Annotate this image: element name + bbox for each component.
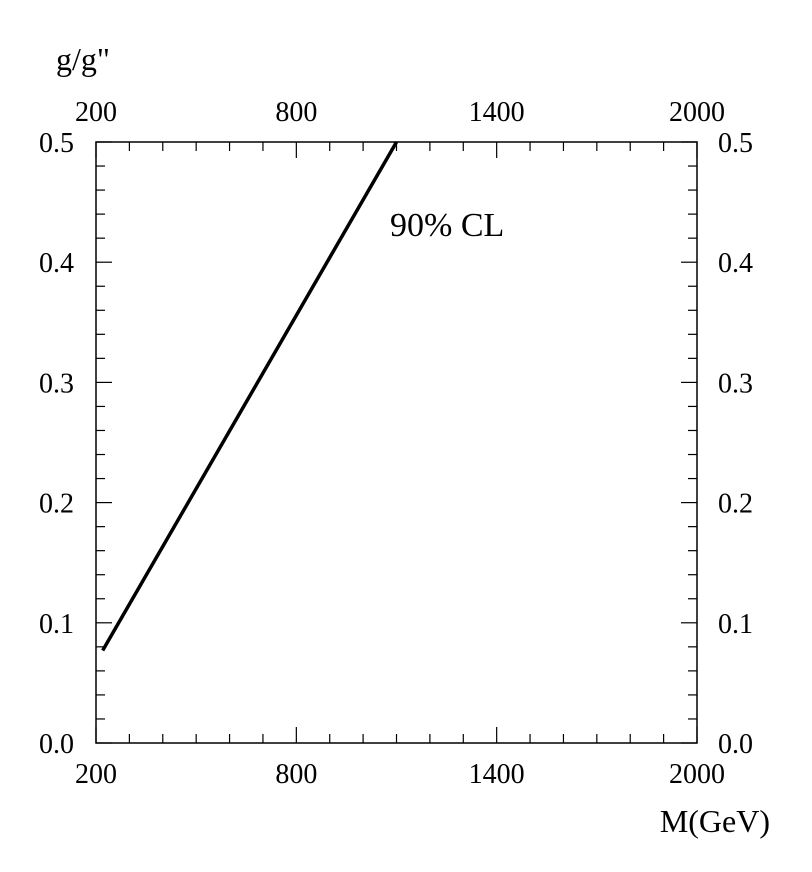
y-tick-label-left: 0.2 [39, 489, 74, 520]
y-tick-label-left: 0.3 [39, 368, 74, 399]
x-tick-label-top: 1400 [469, 97, 525, 128]
y-tick-label-left: 0.0 [39, 729, 74, 760]
y-axis-label: g/g" [56, 41, 110, 77]
y-tick-label-right: 0.0 [718, 729, 753, 760]
x-tick-label-bottom: 200 [75, 759, 117, 790]
y-tick-label-left: 0.5 [39, 128, 74, 159]
y-tick-label-right: 0.2 [718, 489, 753, 520]
x-tick-label-top: 200 [75, 97, 117, 128]
x-tick-label-bottom: 800 [275, 759, 317, 790]
y-tick-label-right: 0.5 [718, 128, 753, 159]
x-tick-label-top: 2000 [669, 97, 725, 128]
y-tick-label-left: 0.1 [39, 609, 74, 640]
y-tick-label-right: 0.3 [718, 368, 753, 399]
x-tick-label-top: 800 [275, 97, 317, 128]
limit-curve [101, 141, 399, 652]
x-tick-label-bottom: 1400 [469, 759, 525, 790]
x-tick-label-bottom: 2000 [669, 759, 725, 790]
confidence-level-annotation: 90% CL [390, 207, 504, 244]
axis-ticks [95, 141, 698, 744]
x-axis-label: M(GeV) [660, 803, 770, 839]
y-tick-label-right: 0.4 [718, 248, 753, 279]
data-series [101, 141, 399, 652]
y-tick-label-right: 0.1 [718, 609, 753, 640]
y-tick-label-left: 0.4 [39, 248, 74, 279]
